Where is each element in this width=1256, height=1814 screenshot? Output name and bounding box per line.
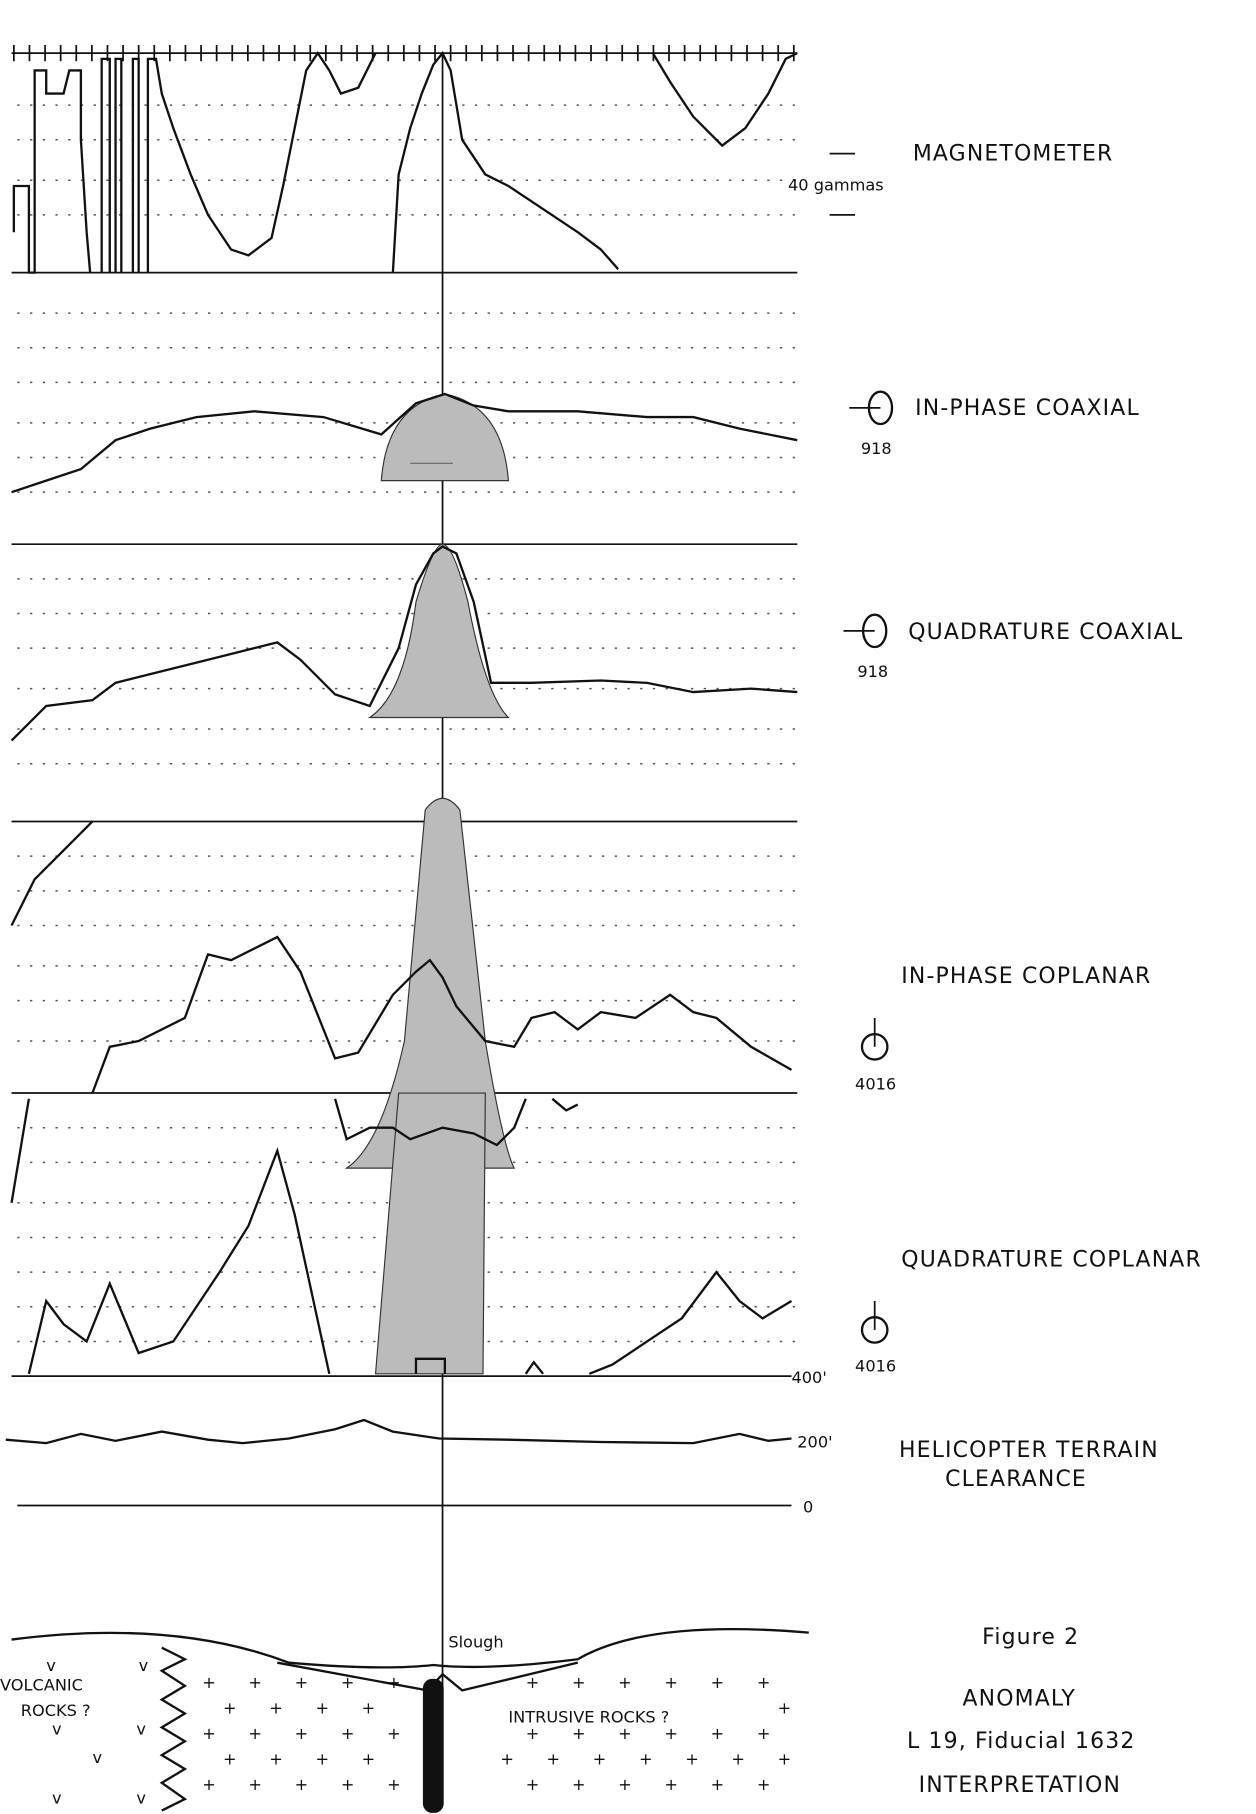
coil-label: 918 <box>861 439 892 458</box>
rock-symbol: + <box>202 1673 216 1692</box>
axis-label: 0 <box>803 1497 813 1516</box>
rock-symbol: + <box>618 1724 632 1743</box>
rock-symbol: + <box>341 1724 355 1743</box>
rock-symbol: + <box>269 1749 283 1768</box>
figure: + + + + + + + + + + + + + + + + + + + + + + + + + + + + + + + + + + + + + + + +… <box>0 0 1256 1814</box>
panel-label: HELICOPTER TERRAIN <box>899 1438 1159 1463</box>
anomaly-shading <box>347 394 515 1374</box>
rock-symbol: + <box>202 1775 216 1794</box>
section-label: VOLCANIC <box>0 1675 83 1694</box>
rock-symbol: v <box>46 1656 56 1675</box>
rock-symbol: + <box>295 1673 309 1692</box>
section-label: INTRUSIVE ROCKS ? <box>508 1708 669 1727</box>
rock-symbol: + <box>295 1775 309 1794</box>
rock-symbol: + <box>387 1724 401 1743</box>
rock-symbol: + <box>269 1699 283 1718</box>
labels: MAGNETOMETER 40 gammas IN-PHASE COAXIAL … <box>0 142 1202 1799</box>
rock-symbol: + <box>526 1673 540 1692</box>
rock-symbol: + <box>757 1673 771 1692</box>
rock-symbol: + <box>341 1775 355 1794</box>
rock-symbol: + <box>711 1673 725 1692</box>
rock-symbol: v <box>52 1719 62 1738</box>
rock-symbol: v <box>139 1656 149 1675</box>
axis-label: 200' <box>797 1433 832 1452</box>
coil-label: 4016 <box>855 1075 896 1094</box>
panel-label: CLEARANCE <box>945 1467 1087 1492</box>
rock-symbol: + <box>618 1673 632 1692</box>
rock-symbol: + <box>547 1749 561 1768</box>
section: + + + + + + + + + + + + + + + + + + + + + + + + + + + + + + + + + + + + + + + +… <box>12 1629 809 1813</box>
rock-symbol: + <box>757 1724 771 1743</box>
rock-symbol: + <box>639 1749 653 1768</box>
rock-symbol: + <box>593 1749 607 1768</box>
section-label: ROCKS ? <box>21 1701 91 1720</box>
rock-symbol: + <box>572 1673 586 1692</box>
rock-symbol: + <box>664 1775 678 1794</box>
panel-label: IN-PHASE COPLANAR <box>901 964 1151 989</box>
rock-symbol: + <box>341 1673 355 1692</box>
rock-symbol: + <box>572 1775 586 1794</box>
caption: INTERPRETATION <box>919 1773 1121 1798</box>
rock-symbol: + <box>248 1673 262 1692</box>
rock-symbol: + <box>526 1724 540 1743</box>
rock-symbol: + <box>757 1775 771 1794</box>
rock-symbol: + <box>685 1749 699 1768</box>
rock-symbol: + <box>295 1724 309 1743</box>
rock-symbol: + <box>664 1673 678 1692</box>
rock-symbol: + <box>664 1724 678 1743</box>
rock-symbol: + <box>223 1749 237 1768</box>
rock-symbol: + <box>711 1775 725 1794</box>
rock-symbol: + <box>362 1699 376 1718</box>
coil-symbols <box>830 154 892 1343</box>
rock-symbol: + <box>778 1749 792 1768</box>
axis-label: 400' <box>791 1368 826 1387</box>
panel-label: MAGNETOMETER <box>913 142 1114 167</box>
rock-symbol: v <box>136 1719 146 1738</box>
rock-symbol: + <box>223 1699 237 1718</box>
rock-symbol: + <box>731 1749 745 1768</box>
rock-symbol: + <box>362 1749 376 1768</box>
panel-label: QUADRATURE COPLANAR <box>901 1247 1202 1272</box>
section-label: Slough <box>448 1633 503 1652</box>
rock-symbol: + <box>526 1775 540 1794</box>
rock-symbol: + <box>202 1724 216 1743</box>
rock-symbol: + <box>500 1749 514 1768</box>
caption: ANOMALY <box>963 1686 1076 1711</box>
rock-symbol: + <box>618 1775 632 1794</box>
rock-symbol: v <box>52 1789 62 1808</box>
scale-label: 40 gammas <box>788 176 884 195</box>
rock-symbol: + <box>711 1724 725 1743</box>
rock-symbol: + <box>778 1699 792 1718</box>
panel-label: QUADRATURE COAXIAL <box>908 620 1183 645</box>
coil-label: 4016 <box>855 1357 896 1376</box>
rock-symbol: v <box>92 1748 102 1767</box>
rock-symbol: + <box>387 1775 401 1794</box>
rock-symbol: + <box>315 1699 329 1718</box>
caption: Figure 2 <box>982 1625 1079 1650</box>
caption: L 19, Fiducial 1632 <box>907 1729 1135 1754</box>
rock-symbol: v <box>136 1789 146 1808</box>
rock-symbol: + <box>315 1749 329 1768</box>
rock-symbol: + <box>248 1775 262 1794</box>
rock-symbol: + <box>572 1724 586 1743</box>
rock-symbol: + <box>248 1724 262 1743</box>
rock-symbol: + <box>387 1673 401 1692</box>
panel-label: IN-PHASE COAXIAL <box>915 396 1140 421</box>
coil-label: 918 <box>857 662 888 681</box>
